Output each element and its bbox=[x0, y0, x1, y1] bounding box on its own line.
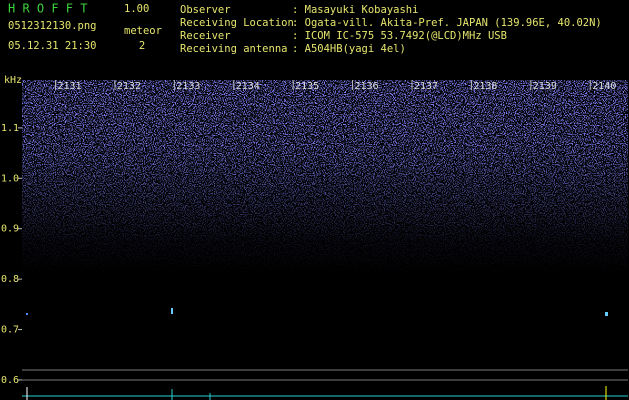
x-tick-label: 2133 bbox=[176, 81, 200, 92]
y-tick-label: 1.1 bbox=[1, 123, 19, 134]
y-axis-label: kHz bbox=[4, 75, 22, 86]
echo bbox=[171, 308, 173, 314]
info-label: Receiving antenna bbox=[180, 43, 287, 55]
info-value: : A504HB(yagi 4el) bbox=[292, 43, 406, 55]
info-value: : ICOM IC-575 53.7492(@LCD)MHz USB bbox=[292, 30, 507, 42]
meteor-count: 2 bbox=[139, 40, 145, 52]
x-tick-label: 2138 bbox=[473, 81, 497, 92]
x-tick-label: 2136 bbox=[355, 81, 379, 92]
x-tick-label: 2132 bbox=[117, 81, 141, 92]
noise bbox=[22, 80, 628, 310]
x-tick-label: 2139 bbox=[533, 81, 557, 92]
y-tick-label: 0.7 bbox=[1, 325, 19, 336]
info-label: Observer bbox=[180, 4, 231, 16]
x-tick-label: 2134 bbox=[236, 81, 260, 92]
info-label: Receiver bbox=[180, 30, 231, 42]
y-tick-label: 1.0 bbox=[1, 173, 19, 184]
version: 1.00 bbox=[124, 3, 149, 15]
meteor-label: meteor bbox=[124, 25, 162, 37]
y-tick-label: 0.9 bbox=[1, 224, 19, 235]
y-tick-label: 0.6 bbox=[1, 375, 19, 386]
echo bbox=[605, 312, 608, 316]
echo bbox=[26, 313, 28, 315]
x-tick-label: 2135 bbox=[295, 81, 319, 92]
info-value: : Ogata-vill. Akita-Pref. JAPAN (139.96E… bbox=[292, 17, 602, 29]
info-label: Receiving Location bbox=[180, 17, 294, 29]
y-tick-label: 0.8 bbox=[1, 274, 19, 285]
datetime: 05.12.31 21:30 bbox=[8, 40, 97, 52]
x-tick-label: 2137 bbox=[414, 81, 438, 92]
app-name: H R O F F T bbox=[8, 2, 87, 16]
x-tick-label: 2131 bbox=[57, 81, 81, 92]
file-name: 0512312130.png bbox=[8, 20, 97, 32]
info-value: : Masayuki Kobayashi bbox=[292, 4, 418, 16]
x-tick-label: 2140 bbox=[592, 81, 616, 92]
